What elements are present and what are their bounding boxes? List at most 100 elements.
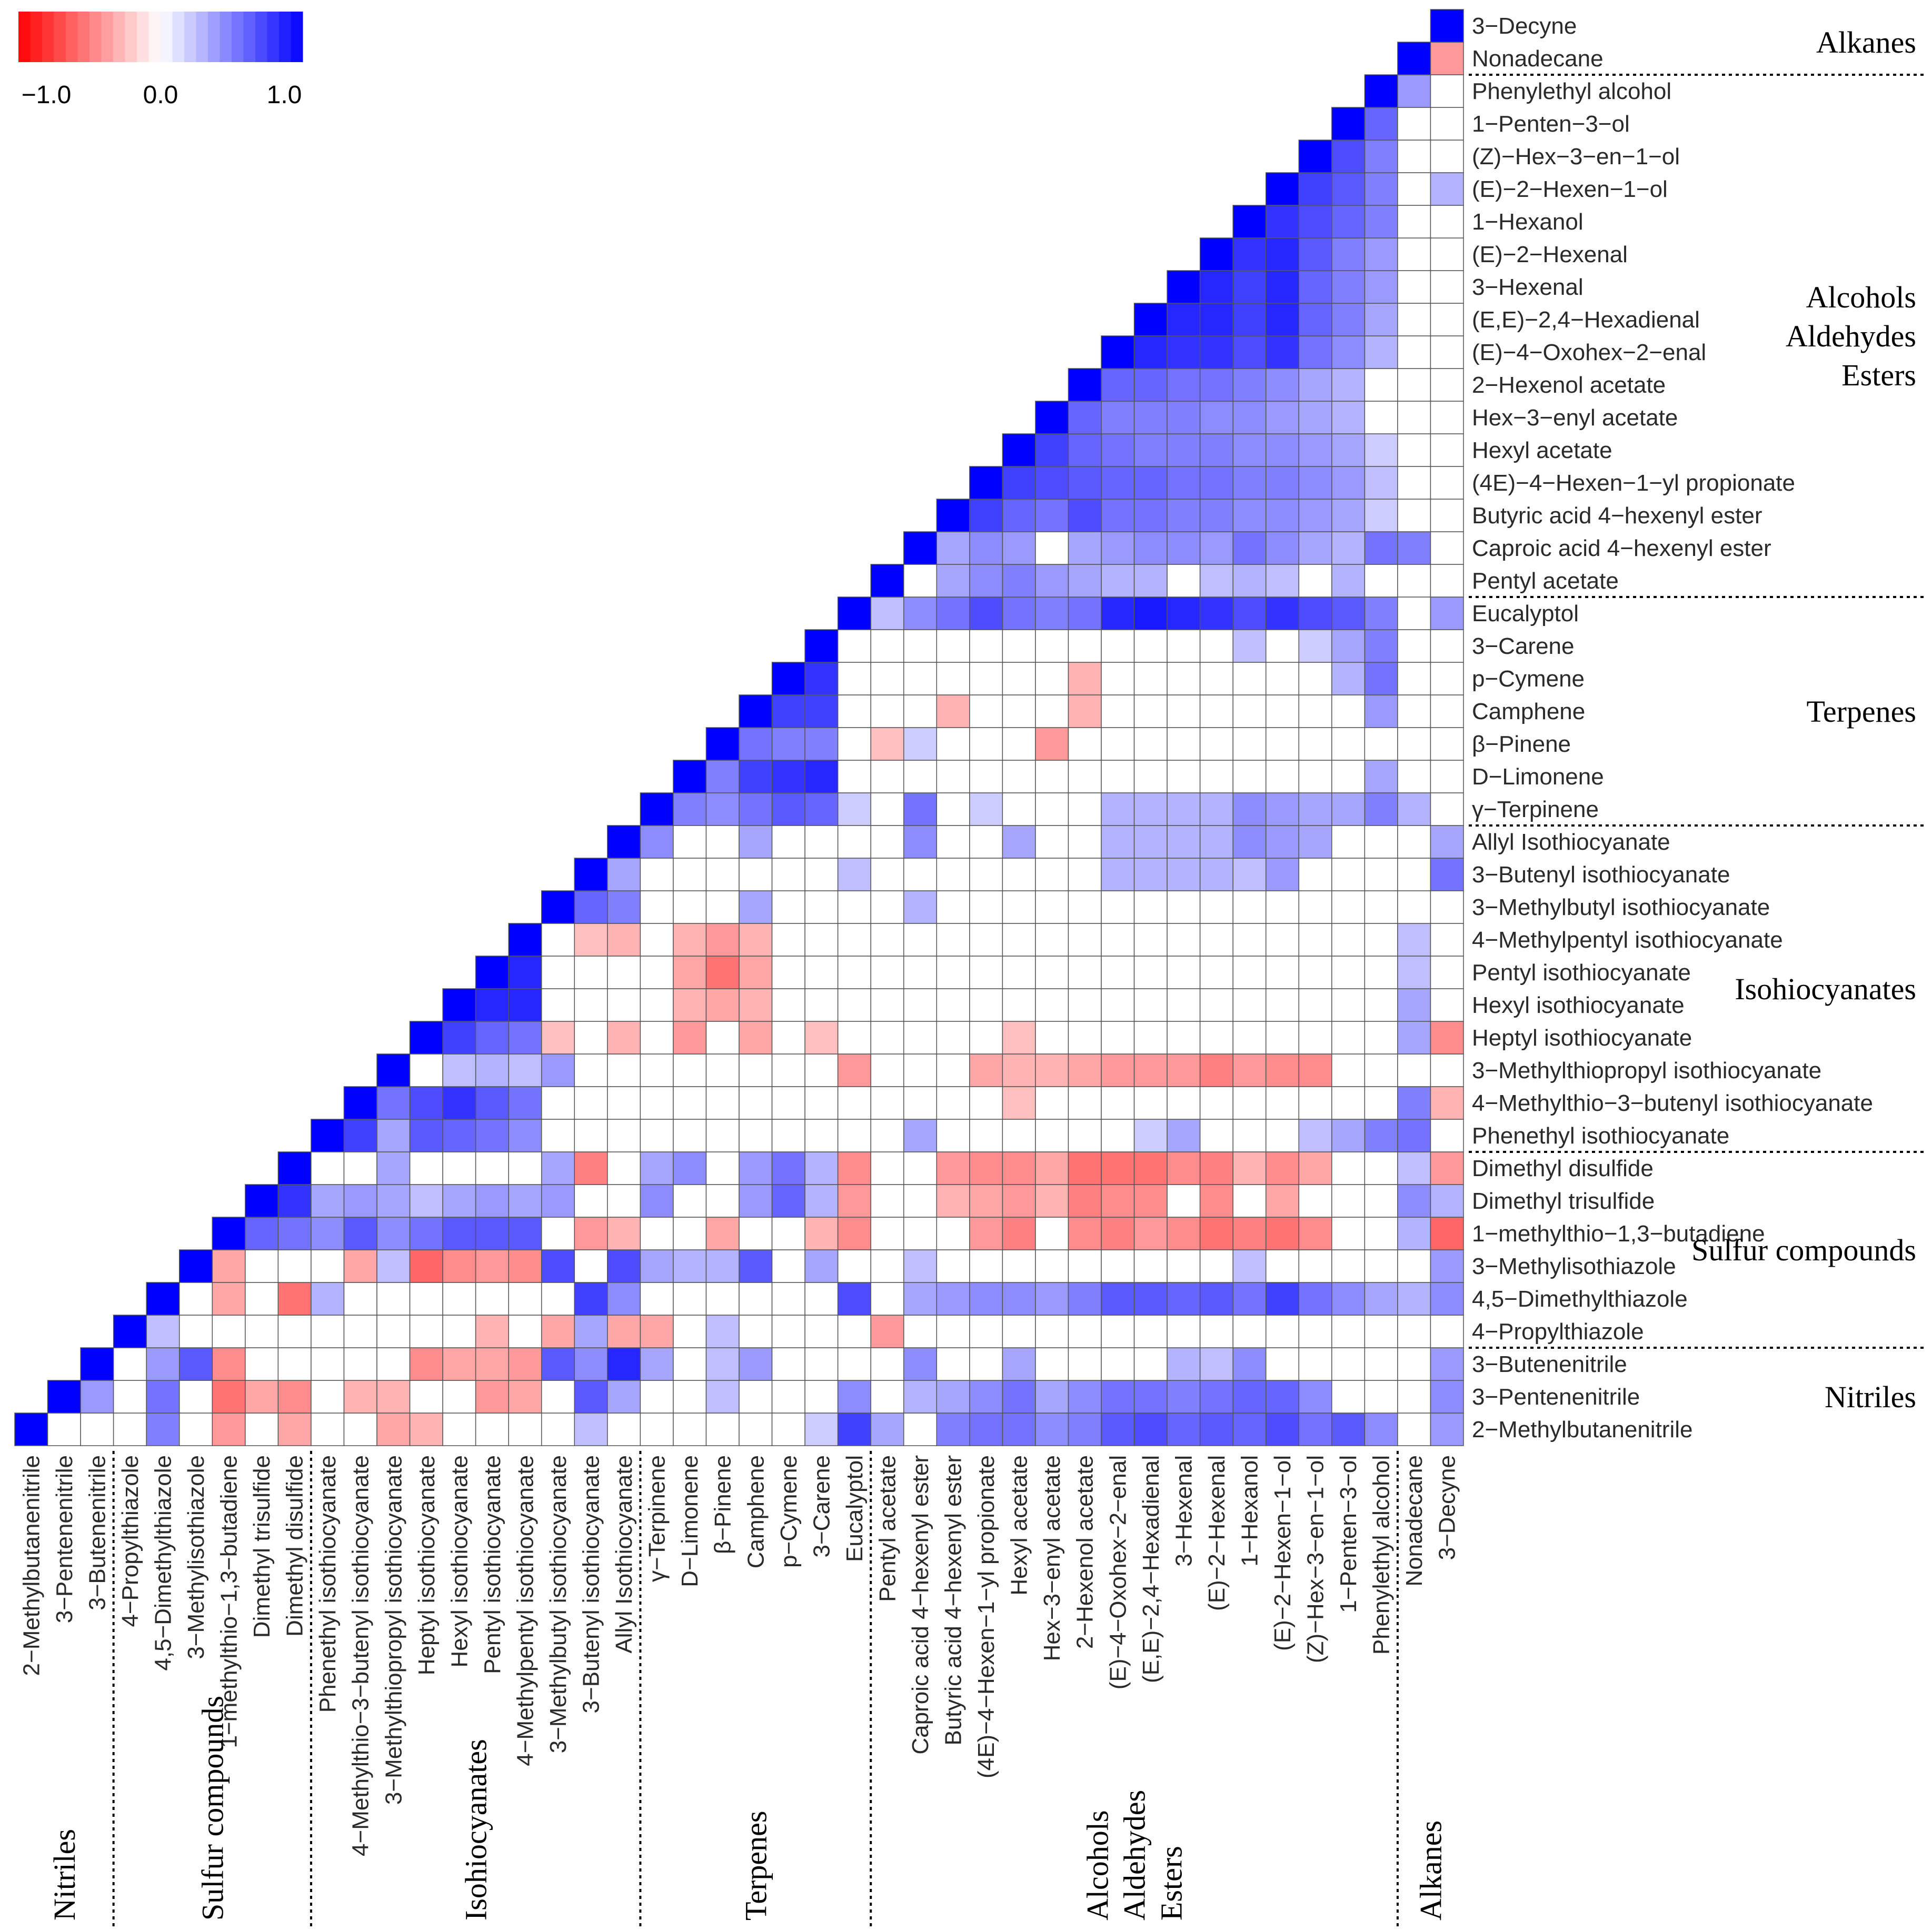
cell-1-hexanol-x-hexyl-acetate [1232,433,1267,467]
cell-hex-3-enyl-acetate-x-p-cymene [1035,662,1069,695]
cell-4e-4-hexen-1-yl-propionate-x-3-carene [969,629,1003,663]
cell-3-hexenal-x-butyric-acid-4-hexenyl-ester [1167,499,1201,532]
cell-dimethyl-trisulfide-x-3-butenenitrile [245,1347,279,1381]
cell-pentyl-acetate-x-3-butenyl-isothiocyanate [870,858,904,891]
cell-pentyl-acetate-x-allyl-isothiocyanate [870,825,904,859]
cell-1-hexanol-x-3-methylisothiazole [1232,1249,1267,1283]
cell-hex-3-enyl-acetate-x-phenethyl-isothiocyanate [1035,1119,1069,1152]
cell-3-hexenal-x-hexyl-isothiocyanate [1167,988,1201,1022]
cell-eucalyptol-x-pinene [837,727,871,761]
legend-swatch [291,12,303,62]
cell-phenylethyl-alcohol-x-hexyl-acetate [1364,433,1398,467]
cell-3-decyne-x-4-methylthio-3-butenyl-isothiocyanate [1430,1086,1464,1120]
cell-1-penten-3-ol-x-camphene [1331,694,1366,728]
cell-caproic-acid-4-hexenyl-ester-x-d-limonene [903,760,938,793]
cell-pinene-x-phenethyl-isothiocyanate [705,1119,740,1152]
cell-pinene-x-pinene [705,727,740,761]
cell-hexyl-isothiocyanate-x-dimethyl-trisulfide [442,1184,476,1218]
cell-hexyl-acetate-x-allyl-isothiocyanate [1002,825,1036,859]
cell-pinene-x-dimethyl-disulfide [705,1151,740,1185]
cell-terpinene-x-hexyl-isothiocyanate [640,988,674,1022]
cell-camphene-x-heptyl-isothiocyanate [739,1021,773,1054]
cell-e-e-2-4-hexadienal-x-d-limonene [1133,760,1168,793]
cell-caproic-acid-4-hexenyl-ester-x-2-methylbutanenitrile [903,1412,938,1446]
cell-p-cymene-x-pentyl-isothiocyanate [771,956,805,989]
cell-3-hexenal-x-caproic-acid-4-hexenyl-ester [1167,531,1201,565]
cell-eucalyptol-x-eucalyptol [837,596,871,630]
cell-nonadecane-x-dimethyl-disulfide [1397,1151,1431,1185]
cell-allyl-isothiocyanate-x-4-5-dimethylthiazole [607,1282,641,1316]
cell-e-e-2-4-hexadienal-x-p-cymene [1133,662,1168,695]
cell-2-hexenol-acetate-x-dimethyl-disulfide [1068,1151,1102,1185]
column-label: 3−Pentenenitrile [52,1455,77,1623]
cell-3-butenyl-isothiocyanate-x-4-propylthiazole [574,1315,608,1348]
cell-e-2-hexen-1-ol-x-phenethyl-isothiocyanate [1265,1119,1300,1152]
cell-e-2-hexenal-x-4-methylthio-3-butenyl-isothiocyanate [1199,1086,1233,1120]
row-label: Heptyl isothiocyanate [1472,1025,1692,1051]
cell-e-4-oxohex-2-enal-x-p-cymene [1101,662,1135,695]
legend-swatch [137,12,149,62]
cell-z-hex-3-en-1-ol-x-hex-3-enyl-acetate [1298,401,1332,434]
cell-3-decyne-x-camphene [1430,694,1464,728]
cell-pentyl-acetate-x-3-carene [870,629,904,663]
group-label-right: Nitriles [1825,1380,1916,1414]
cell-pinene-x-3-butenenitrile [705,1347,740,1381]
cell-1-penten-3-ol-x-4-5-dimethylthiazole [1331,1282,1366,1316]
legend-swatch [89,12,102,62]
cell-4-methylthio-3-butenyl-isothiocyanate-x-3-methylisothiazole [343,1249,377,1283]
row-label: 4−Propylthiazole [1472,1319,1644,1345]
cell-2-hexenol-acetate-x-pinene [1068,727,1102,761]
cell-butyric-acid-4-hexenyl-ester-x-caproic-acid-4-hexenyl-ester [936,531,970,565]
cell-eucalyptol-x-pentyl-isothiocyanate [837,956,871,989]
cell-d-limonene-x-hexyl-isothiocyanate [673,988,707,1022]
cell-3-decyne-x-dimethyl-disulfide [1430,1151,1464,1185]
row-label: Dimethyl disulfide [1472,1156,1654,1181]
cell-caproic-acid-4-hexenyl-ester-x-caproic-acid-4-hexenyl-ester [903,531,938,565]
cell-e-4-oxohex-2-enal-x-3-butenenitrile [1101,1347,1135,1381]
cell-p-cymene-x-3-butenyl-isothiocyanate [771,858,805,891]
cell-e-2-hexen-1-ol-x-e-4-oxohex-2-enal [1265,335,1300,369]
cell-3-hexenal-x-4-methylthio-3-butenyl-isothiocyanate [1167,1086,1201,1120]
cell-e-4-oxohex-2-enal-x-3-butenyl-isothiocyanate [1101,858,1135,891]
cell-caproic-acid-4-hexenyl-ester-x-3-pentenenitrile [903,1380,938,1414]
cell-z-hex-3-en-1-ol-x-2-methylbutanenitrile [1298,1412,1332,1446]
column-label: (4E)−4−Hexen−1−yl propionate [973,1455,999,1778]
cell-nonadecane-x-nonadecane [1397,42,1431,75]
cell-4-methylthio-3-butenyl-isothiocyanate-x-4-propylthiazole [343,1315,377,1348]
cell-dimethyl-trisulfide-x-4-5-dimethylthiazole [245,1282,279,1316]
cell-3-hexenal-x-dimethyl-disulfide [1167,1151,1201,1185]
cell-hex-3-enyl-acetate-x-hexyl-isothiocyanate [1035,988,1069,1022]
cell-1-penten-3-ol-x-p-cymene [1331,662,1366,695]
cell-4-methylpentyl-isothiocyanate-x-4-methylpentyl-isothiocyanate [508,923,542,957]
cell-butyric-acid-4-hexenyl-ester-x-4-5-dimethylthiazole [936,1282,970,1316]
cell-hexyl-isothiocyanate-x-1-methylthio-1-3-butadiene [442,1217,476,1250]
cell-2-hexenol-acetate-x-butyric-acid-4-hexenyl-ester [1068,499,1102,532]
cell-3-decyne-x-e-e-2-4-hexadienal [1430,303,1464,336]
cell-e-2-hexenal-x-3-methylisothiazole [1199,1249,1233,1283]
cell-e-e-2-4-hexadienal-x-e-4-oxohex-2-enal [1133,335,1168,369]
cell-pentyl-isothiocyanate-x-4-propylthiazole [475,1315,509,1348]
row-label: 3−Carene [1472,633,1574,659]
cell-butyric-acid-4-hexenyl-ester-x-3-pentenenitrile [936,1380,970,1414]
cell-3-decyne-x-4-5-dimethylthiazole [1430,1282,1464,1316]
cell-e-2-hexen-1-ol-x-3-butenenitrile [1265,1347,1300,1381]
cell-3-hexenal-x-4-propylthiazole [1167,1315,1201,1348]
cell-d-limonene-x-4-methylpentyl-isothiocyanate [673,923,707,957]
legend-swatch [267,12,280,62]
group-label-bottom: Aldehydes [1118,1790,1152,1921]
cell-camphene-x-2-methylbutanenitrile [739,1412,773,1446]
cell-butyric-acid-4-hexenyl-ester-x-2-methylbutanenitrile [936,1412,970,1446]
cell-camphene-x-allyl-isothiocyanate [739,825,773,859]
cell-1-penten-3-ol-x-e-e-2-4-hexadienal [1331,303,1366,336]
cell-camphene-x-1-methylthio-1-3-butadiene [739,1217,773,1250]
cell-3-carene-x-p-cymene [804,662,839,695]
cell-3-hexenal-x-pentyl-isothiocyanate [1167,956,1201,989]
cell-caproic-acid-4-hexenyl-ester-x-pinene [903,727,938,761]
column-label: 2−Hexenol acetate [1072,1455,1098,1649]
cell-4-methylthio-3-butenyl-isothiocyanate-x-1-methylthio-1-3-butadiene [343,1217,377,1250]
cell-1-penten-3-ol-x-3-methylisothiazole [1331,1249,1366,1283]
cell-caproic-acid-4-hexenyl-ester-x-3-butenenitrile [903,1347,938,1381]
cell-allyl-isothiocyanate-x-3-methylisothiazole [607,1249,641,1283]
cell-e-4-oxohex-2-enal-x-dimethyl-disulfide [1101,1151,1135,1185]
cell-2-hexenol-acetate-x-4-methylthio-3-butenyl-isothiocyanate [1068,1086,1102,1120]
